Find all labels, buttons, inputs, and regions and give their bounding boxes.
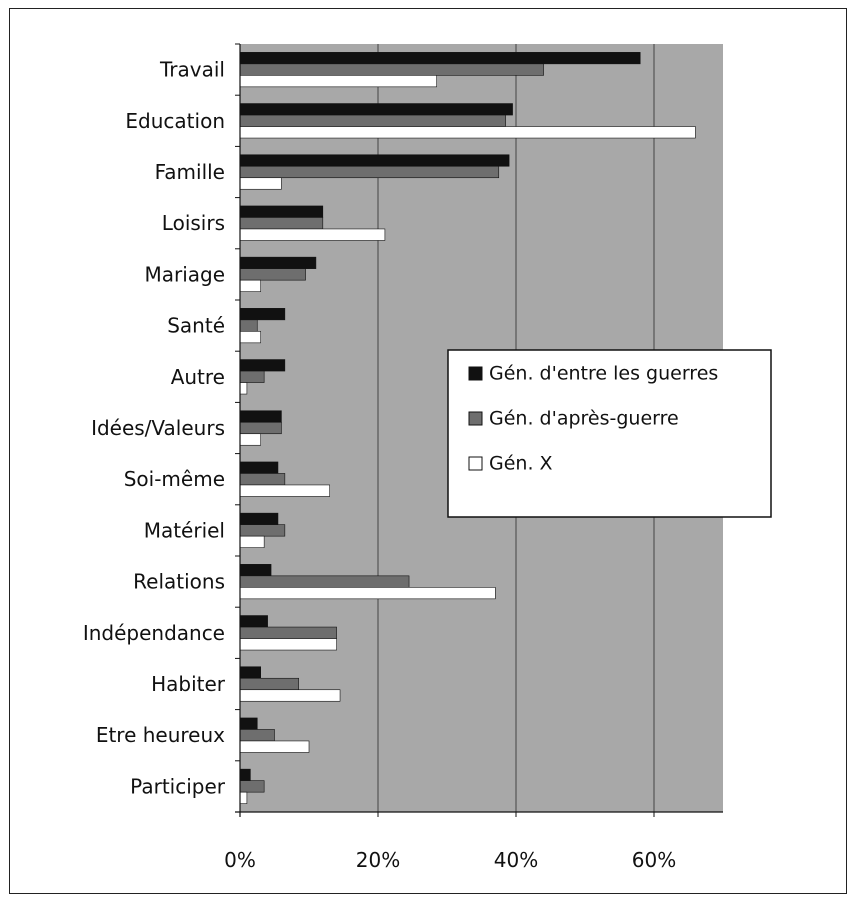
category-label-4: Loisirs bbox=[162, 211, 225, 235]
category-label-1: Travail bbox=[159, 58, 225, 82]
bar-2-15 bbox=[239, 780, 265, 793]
bar-3-6 bbox=[239, 331, 262, 344]
bar-3-11 bbox=[239, 587, 496, 600]
bar-1-3 bbox=[239, 154, 510, 167]
bar-2-9 bbox=[239, 473, 286, 486]
bar-2-13 bbox=[239, 677, 299, 691]
category-label-7: Autre bbox=[171, 365, 225, 389]
bar-3-7 bbox=[239, 382, 248, 395]
category-label-6: Santé bbox=[167, 314, 225, 338]
bar-2-4 bbox=[239, 217, 324, 230]
legend: Gén. d'entre les guerres Gén. d'après-gue… bbox=[447, 349, 772, 518]
bar-1-15 bbox=[239, 768, 251, 781]
category-label-11: Relations bbox=[133, 570, 225, 594]
bar-3-9 bbox=[239, 484, 330, 497]
bar-2-11 bbox=[239, 575, 410, 588]
category-label-5: Mariage bbox=[144, 262, 225, 286]
category-labels: Travail Education Famille Loisirs Mariage San… bbox=[83, 58, 226, 799]
category-label-10: Matériel bbox=[144, 518, 225, 542]
legend-label-3: Gén. X bbox=[489, 453, 553, 475]
category-label-14: Etre heureux bbox=[96, 723, 225, 747]
category-label-15: Participer bbox=[130, 774, 226, 798]
bar-1-5 bbox=[239, 256, 317, 269]
bar-1-12 bbox=[239, 615, 268, 628]
bar-1-8 bbox=[239, 410, 282, 423]
x-tick-label-1: 20% bbox=[356, 848, 400, 872]
bar-3-1 bbox=[239, 75, 437, 88]
bar-1-13 bbox=[239, 666, 262, 679]
category-label-12: Indépendance bbox=[83, 621, 225, 645]
bar-2-7 bbox=[239, 370, 265, 383]
bar-3-8 bbox=[239, 433, 262, 446]
bar-1-1 bbox=[239, 52, 641, 65]
legend-swatch-2 bbox=[468, 411, 483, 426]
bar-2-8 bbox=[239, 421, 282, 435]
category-label-9: Soi-même bbox=[124, 467, 225, 491]
legend-box bbox=[447, 349, 772, 518]
legend-label-2: Gén. d'après-guerre bbox=[489, 408, 679, 430]
category-label-8: Idées/Valeurs bbox=[91, 416, 225, 440]
bar-1-14 bbox=[239, 717, 258, 730]
bar-1-6 bbox=[239, 308, 286, 321]
category-label-3: Famille bbox=[155, 160, 225, 184]
x-tick-label-0: 0% bbox=[224, 848, 256, 872]
bar-3-13 bbox=[239, 689, 341, 702]
bar-2-12 bbox=[239, 626, 337, 639]
tick-labels: 0% 20% 40% 60% bbox=[224, 848, 676, 872]
axes bbox=[235, 43, 723, 817]
bar-3-12 bbox=[239, 638, 337, 651]
bar-1-9 bbox=[239, 461, 279, 474]
bar-1-11 bbox=[239, 564, 272, 577]
category-label-13: Habiter bbox=[151, 672, 226, 696]
legend-swatch-3 bbox=[468, 456, 483, 471]
category-label-2: Education bbox=[125, 109, 225, 133]
bar-1-4 bbox=[239, 205, 324, 218]
bar-3-10 bbox=[239, 535, 265, 548]
bar-3-3 bbox=[239, 177, 282, 190]
bar-2-3 bbox=[239, 165, 500, 179]
bar-2-2 bbox=[239, 114, 506, 127]
bar-3-4 bbox=[239, 228, 386, 241]
bar-2-1 bbox=[239, 63, 544, 76]
bar-2-5 bbox=[239, 268, 306, 281]
bar-2-10 bbox=[239, 524, 286, 537]
bar-2-6 bbox=[239, 319, 258, 332]
x-tick-label-2: 40% bbox=[494, 848, 538, 872]
bar-1-7 bbox=[239, 359, 286, 372]
legend-swatch-1 bbox=[468, 366, 483, 381]
legend-label-1: Gén. d'entre les guerres bbox=[489, 363, 718, 385]
bar-2-14 bbox=[239, 729, 275, 742]
x-tick-label-3: 60% bbox=[632, 848, 676, 872]
bar-3-2 bbox=[239, 126, 696, 139]
bar-3-5 bbox=[239, 279, 262, 292]
bar-3-15 bbox=[239, 791, 248, 804]
bar-3-14 bbox=[239, 740, 310, 753]
bar-1-10 bbox=[239, 512, 279, 525]
bar-1-2 bbox=[239, 103, 513, 116]
